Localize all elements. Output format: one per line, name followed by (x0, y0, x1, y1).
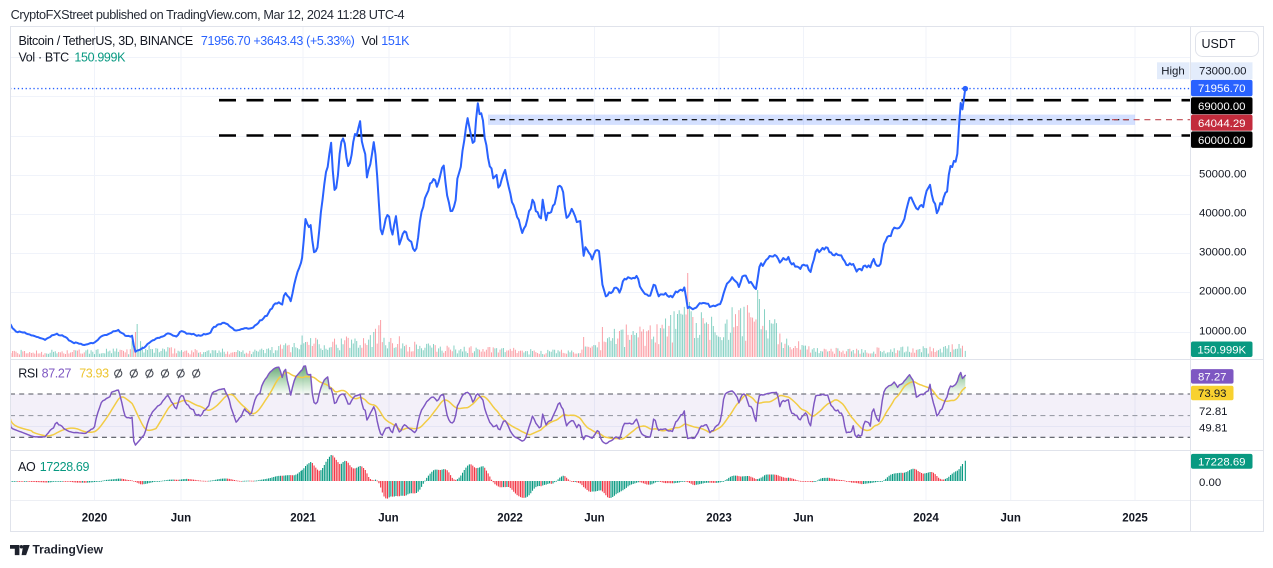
svg-text:20000.00: 20000.00 (1199, 286, 1247, 298)
svg-text:CryptoFXStreet published on Tr: CryptoFXStreet published on TradingView.… (11, 8, 405, 22)
svg-text:2025: 2025 (1122, 513, 1148, 525)
svg-text:17228.69: 17228.69 (1198, 456, 1246, 468)
svg-text:Jun: Jun (171, 513, 191, 525)
svg-text:2023: 2023 (706, 513, 732, 525)
svg-text:Jun: Jun (378, 513, 398, 525)
svg-text:USDT: USDT (1201, 37, 1235, 51)
svg-text:10000.00: 10000.00 (1199, 326, 1247, 338)
svg-text:64044.29: 64044.29 (1198, 118, 1246, 130)
svg-text:0.00: 0.00 (1199, 477, 1221, 489)
svg-text:71956.70: 71956.70 (1198, 83, 1246, 95)
svg-text:50000.00: 50000.00 (1199, 169, 1247, 181)
svg-text:Jun: Jun (1000, 513, 1020, 525)
svg-text:73.93: 73.93 (1198, 388, 1227, 400)
svg-text:69000.00: 69000.00 (1198, 101, 1246, 113)
svg-text:72.81: 72.81 (1199, 406, 1228, 418)
svg-text:2020: 2020 (82, 513, 108, 525)
svg-text:150.999K: 150.999K (1197, 344, 1246, 356)
svg-text:73000.00: 73000.00 (1199, 66, 1247, 78)
svg-text:Jun: Jun (793, 513, 813, 525)
svg-text:49.81: 49.81 (1199, 423, 1228, 435)
svg-text:Jun: Jun (584, 513, 604, 525)
svg-text:TradingView: TradingView (33, 542, 104, 556)
svg-text:40000.00: 40000.00 (1199, 208, 1247, 220)
svg-text:2024: 2024 (913, 513, 939, 525)
svg-text:2021: 2021 (290, 513, 316, 525)
svg-text:30000.00: 30000.00 (1199, 247, 1247, 259)
svg-text:High: High (1161, 66, 1184, 78)
svg-text:Bitcoin / TetherUS, 3D, BINANC: Bitcoin / TetherUS, 3D, BINANCE 71956.70 … (19, 34, 411, 48)
svg-text:60000.00: 60000.00 (1198, 135, 1246, 147)
svg-text:2022: 2022 (497, 513, 523, 525)
svg-text:87.27: 87.27 (1198, 371, 1227, 383)
